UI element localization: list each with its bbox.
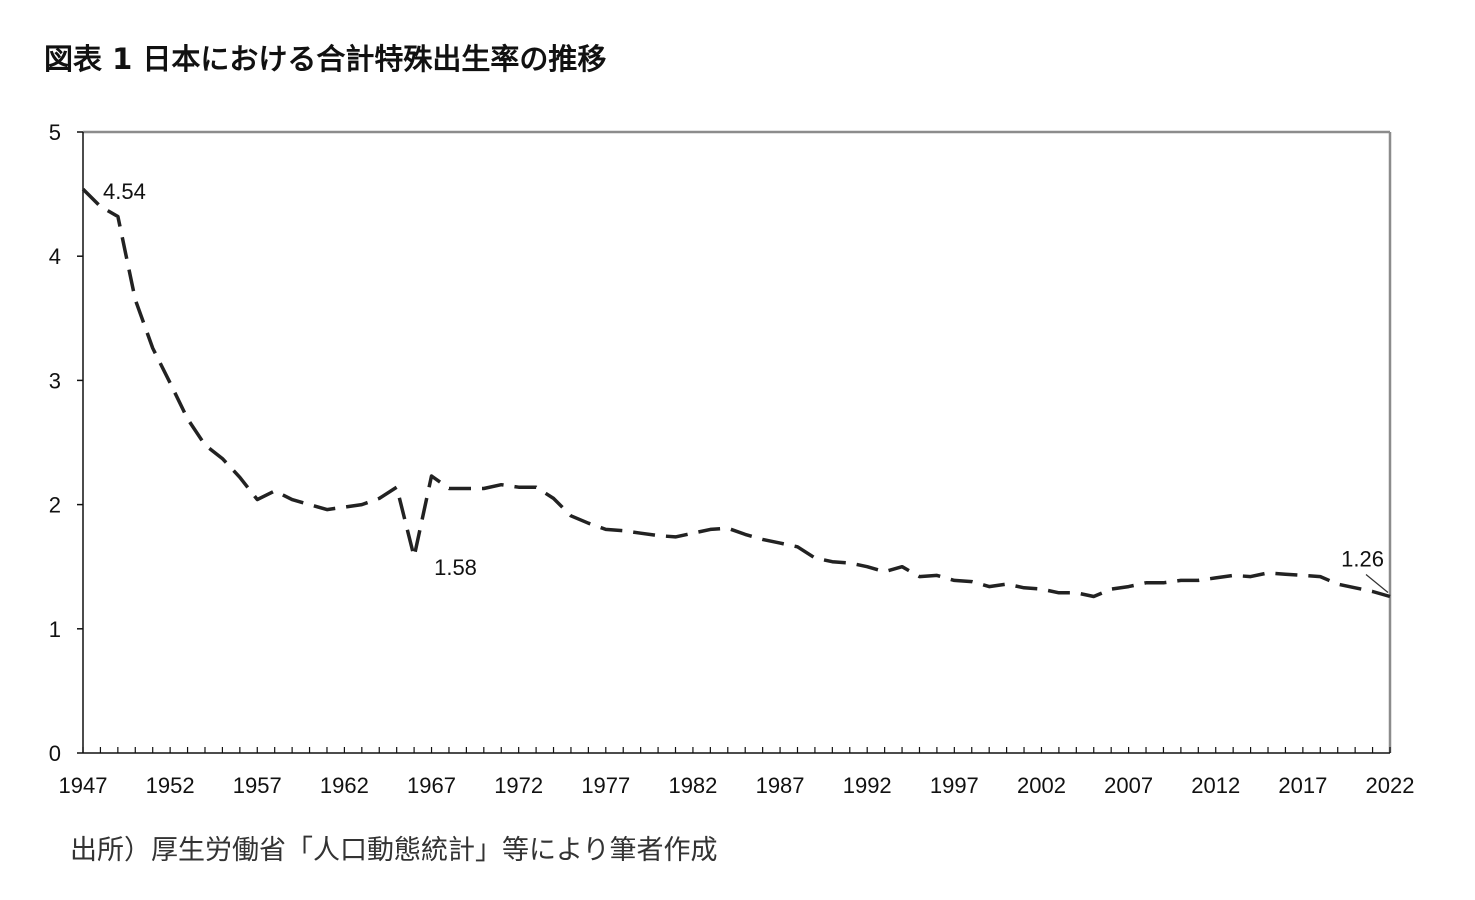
data-label: 4.54 [103,179,146,204]
x-tick-label: 1952 [146,773,195,798]
x-tick-label: 1947 [59,773,108,798]
data-label: 1.58 [434,555,477,580]
plot-frame [82,130,1392,754]
x-tick-label: 1967 [407,773,456,798]
x-tick-label: 1992 [843,773,892,798]
data-label: 1.26 [1341,547,1384,572]
y-tick-label: 4 [49,244,61,269]
series-group [81,187,1391,599]
x-tick-label: 2002 [1017,773,1066,798]
x-tick-label: 2007 [1104,773,1153,798]
x-tick-label: 2012 [1191,773,1240,798]
x-tick-label: 1977 [581,773,630,798]
series-line-0 [81,187,1391,599]
x-tick-label: 1987 [756,773,805,798]
annotations: 4.54 1.58 1.26 [103,179,1389,593]
x-tick-label: 2017 [1278,773,1327,798]
y-tick-label: 5 [49,120,61,145]
chart-title: 図表 1 日本における合計特殊出生率の推移 [44,42,607,76]
x-axis: 1947 1952 1957 1962 1967 1972 1977 1982 1987 1992… [59,747,1415,798]
y-tick-label: 0 [49,741,61,766]
x-tick-label: 1957 [233,773,282,798]
x-tick-label: 2022 [1366,773,1415,798]
x-tick-label: 1972 [494,773,543,798]
y-axis: 0 1 2 3 4 5 [49,120,83,766]
y-tick-label: 3 [49,368,61,393]
y-tick-label: 1 [49,617,61,642]
source-note: 出所）厚生労働省「人口動態統計」等により筆者作成 [70,835,718,866]
data-label-leader [1365,574,1389,593]
x-tick-label: 1997 [930,773,979,798]
x-tick-label: 1982 [668,773,717,798]
x-tick-label: 1962 [320,773,369,798]
y-tick-label: 2 [49,493,61,518]
